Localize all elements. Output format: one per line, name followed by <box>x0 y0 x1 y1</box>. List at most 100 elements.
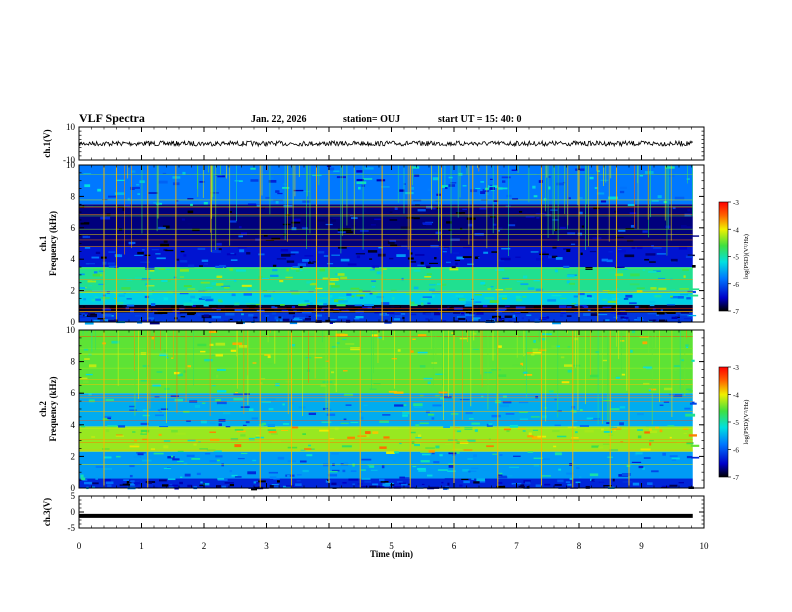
ch1-spectrogram-band-texture <box>282 223 291 226</box>
ch2-spectrogram-band-texture <box>499 404 510 408</box>
ch1-spectrogram-band-texture <box>512 198 519 200</box>
ch2-spectrogram-band-texture <box>237 458 245 460</box>
ch1-spectrogram-band-texture <box>351 295 355 298</box>
ch1-spectrogram-band-texture <box>145 283 148 286</box>
ch2-spectrogram-band-texture <box>461 478 469 480</box>
ch2-spectrogram-band-texture <box>448 463 456 465</box>
ch2-spectrogram-band-texture <box>603 430 613 433</box>
ch2-spectrogram-band-texture <box>634 453 638 456</box>
ch2-spectrogram-band-texture <box>116 455 121 458</box>
ch1-spectrogram-band-texture <box>356 181 367 184</box>
ch1-spectrogram-band-texture <box>271 312 277 315</box>
ch2-spectrogram-band-texture <box>140 429 150 433</box>
ch1-spectrogram-band-texture <box>458 212 462 215</box>
ch1-spectrogram-band-texture <box>369 268 376 271</box>
ch1-spectrogram-band-texture <box>614 210 618 213</box>
ch2-spectrogram-band-texture <box>509 424 519 428</box>
ch1-spectrogram-band-texture <box>308 261 314 264</box>
ch2-spectrogram-band-texture <box>302 469 309 473</box>
ch1-spectrogram-band-texture <box>610 311 619 314</box>
ch2-spectrogram-band-texture <box>360 465 370 469</box>
ch1-spectrogram-band-texture <box>226 253 237 256</box>
ch2-spectrogram-band-texture <box>452 448 462 450</box>
ch2-spectrogram-band-texture <box>321 421 332 423</box>
ch2-spectrogram-band-texture <box>80 377 88 380</box>
ch2-spectrogram-band-texture <box>179 481 183 485</box>
ch2-spectrogram-band-texture <box>372 431 379 434</box>
ch1-spectrogram-band-texture <box>291 227 297 231</box>
ch2-spectrogram-band-texture <box>459 337 468 340</box>
ch1-spectrogram-band-texture <box>128 241 136 244</box>
ch1-spectrogram-band-texture <box>217 175 225 178</box>
ch1-spectrogram-band-texture <box>384 319 388 323</box>
ch1-spectrogram-band-texture <box>571 303 576 305</box>
ch2-spectrogram-band-texture <box>473 454 477 458</box>
ch1-waveform-ylabel: ch.1(V) <box>42 129 52 157</box>
ch1-spectrogram-band-texture <box>305 315 311 317</box>
ch1-spectrogram-band-texture <box>107 262 116 265</box>
ch1-spectrogram-band-texture <box>426 273 432 276</box>
ch1-spectrogram-band-texture <box>271 177 274 179</box>
ch2-spectrogram-band-texture <box>418 434 422 438</box>
ch2-spectrogram-band-texture <box>83 348 89 351</box>
ch1-spectrogram-band-texture <box>137 251 144 255</box>
ch1-spectrogram-band-texture <box>326 263 334 265</box>
ch2-spectrogram-band-texture <box>150 448 156 451</box>
ch1-spectrogram-band-texture <box>191 305 196 308</box>
ch2-spectrogram-band-texture <box>645 485 650 487</box>
ch2-spectrogram-band-texture <box>159 426 169 428</box>
ch1-spectrogram-band-texture <box>574 304 578 307</box>
ch1-spectrogram-band-texture <box>464 304 473 307</box>
ch2-spectrogram-band-texture <box>88 364 97 368</box>
ch1-spectrogram-band-texture <box>389 219 398 221</box>
ch1-spectrogram-band-texture <box>566 249 571 252</box>
ch2-spectrogram-band-texture <box>350 470 357 472</box>
ch1-spectrogram-band-texture <box>575 168 585 171</box>
ch1-spectrogram-band-texture <box>651 200 659 202</box>
ch1-spectrogram-band-texture <box>97 318 105 320</box>
ch2-spectrogram-band-texture <box>129 409 137 411</box>
ch2-spectrogram-band-texture <box>130 444 139 446</box>
ch1-spectrogram-band-texture <box>140 261 151 263</box>
ch1-spectrogram-band-texture <box>429 284 436 286</box>
ch1-spectrogram-band-texture <box>101 311 104 314</box>
ch1-spectrogram-band-texture <box>432 207 436 210</box>
ch2-spectrogram-band-texture <box>554 424 561 427</box>
ch1-spectrogram-band-texture <box>526 314 532 316</box>
ch2-spectrogram-band-texture <box>471 478 475 481</box>
ch2-spectrogram-band-texture <box>343 462 348 465</box>
ch1-spectrogram-band-texture <box>389 239 397 242</box>
ch2-spectrogram-band-texture <box>661 485 670 489</box>
ch2-spectrogram-band-texture <box>431 452 435 455</box>
ch2-spectrogram-band-texture <box>331 345 338 348</box>
ch1-spectrogram-band-texture <box>536 217 540 219</box>
ch2-spectrogram-band-texture <box>420 450 429 453</box>
ch2-spectrogram-band-texture <box>168 484 179 487</box>
ch1-spectrogram-band <box>79 204 693 247</box>
ch1-spectrogram-colorbar-tick-label: -7 <box>733 308 739 316</box>
x-tick-label: 3 <box>264 541 269 551</box>
ch1-spectrogram-band-texture <box>285 276 293 279</box>
ch1-spectrogram-band-texture <box>452 252 460 254</box>
ch1-spectrogram-band-texture <box>354 318 360 320</box>
ch1-spectrogram-band-texture <box>382 268 387 270</box>
ch2-spectrogram-band-texture <box>662 452 666 456</box>
ch2-spectrogram-band-texture <box>678 482 685 484</box>
ch2-spectrogram-band-texture <box>591 479 595 482</box>
ch1-spectrogram-band-texture <box>275 190 280 193</box>
ch1-spectrogram-band-texture <box>394 312 401 316</box>
ch1-spectrogram-band-texture <box>301 311 312 314</box>
ch1-spectrogram-band-texture <box>230 259 238 261</box>
ch2-spectrogram-band-texture <box>370 469 378 471</box>
ch1-spectrogram-band-texture <box>281 309 289 313</box>
ch1-spectrogram-band-texture <box>315 320 322 323</box>
ch1-spectrogram-band-texture <box>493 199 499 202</box>
ch1-spectrogram-band-texture <box>234 302 240 306</box>
ch2-spectrogram-band-texture <box>417 334 427 337</box>
ch2-spectrogram-band-texture <box>285 474 295 477</box>
ch1-spectrogram-band-texture <box>381 186 390 188</box>
ch2-spectrogram-band-texture <box>225 426 231 428</box>
ch1-spectrogram-band-texture <box>293 309 297 312</box>
ch1-spectrogram-band-texture <box>331 285 340 288</box>
ch2-spectrogram-band-texture <box>133 482 140 485</box>
